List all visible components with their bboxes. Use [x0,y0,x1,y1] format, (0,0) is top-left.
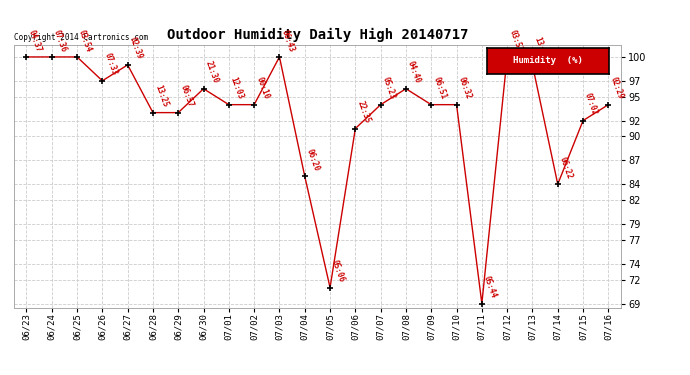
Text: 06:32: 06:32 [457,76,473,100]
Text: 06:51: 06:51 [431,76,448,100]
Text: 06:43: 06:43 [279,28,296,53]
Text: 04:40: 04:40 [406,60,422,85]
Text: 12:03: 12:03 [229,76,245,100]
Text: 02:39: 02:39 [128,36,144,61]
Text: 02:29: 02:29 [609,76,624,100]
Text: 03:54: 03:54 [77,28,93,53]
Text: 05:23: 05:23 [381,76,397,100]
Text: 00:10: 00:10 [254,76,270,100]
Text: 05:44: 05:44 [482,275,498,300]
Text: 07:36: 07:36 [52,28,68,53]
Text: 05:06: 05:06 [330,259,346,284]
Text: 03:52: 03:52 [507,28,524,53]
Text: 07:33: 07:33 [102,52,119,77]
Text: 06:57: 06:57 [178,84,195,109]
Text: 13:25: 13:25 [153,84,169,109]
Text: Copyright 2014 Cartronics.com: Copyright 2014 Cartronics.com [14,33,148,42]
Text: 07:02: 07:02 [583,92,600,117]
Title: Outdoor Humidity Daily High 20140717: Outdoor Humidity Daily High 20140717 [167,28,468,42]
Text: 06:22: 06:22 [558,155,574,180]
Text: 06:20: 06:20 [305,147,321,172]
Text: 21:30: 21:30 [204,60,220,85]
Text: 13:46: 13:46 [533,36,549,61]
Text: 22:35: 22:35 [355,100,372,124]
Text: 04:37: 04:37 [26,28,43,53]
